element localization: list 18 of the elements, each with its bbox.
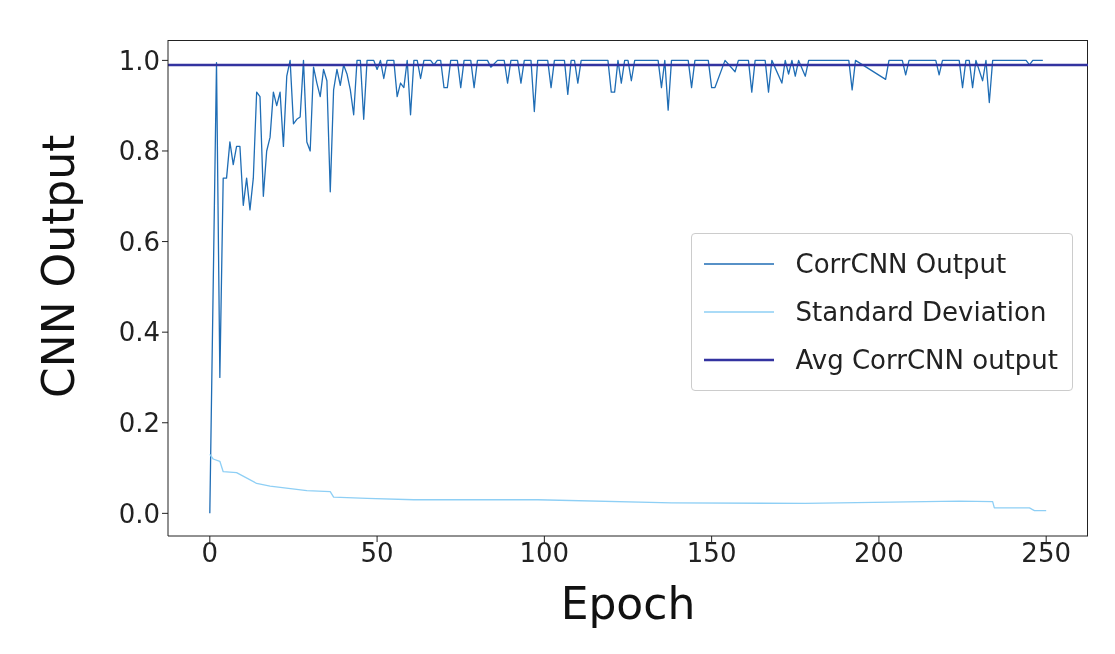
line-series [209, 453, 1047, 512]
legend-label: Standard Deviation [795, 296, 1047, 329]
y-tick-label: 0.0 [118, 498, 160, 529]
y-tick-label: 0.2 [118, 407, 160, 438]
legend-label: Avg CorrCNN output [795, 344, 1058, 377]
y-axis-title: CNN Output [32, 134, 84, 398]
x-tick-label: 100 [519, 538, 570, 569]
y-tick-label: 1.0 [118, 45, 160, 76]
x-axis-title: Epoch [560, 578, 696, 629]
y-tick-label: 0.6 [118, 226, 160, 257]
legend-label: CorrCNN Output [795, 248, 1007, 281]
x-tick-label: 200 [854, 538, 904, 569]
y-tick-label: 0.8 [118, 136, 160, 167]
x-tick-label: 50 [360, 538, 394, 569]
x-tick-label: 0 [201, 538, 219, 569]
x-tick-label: 150 [686, 538, 737, 569]
y-tick-label: 0.4 [118, 317, 160, 348]
x-tick-label: 250 [1021, 538, 1071, 569]
